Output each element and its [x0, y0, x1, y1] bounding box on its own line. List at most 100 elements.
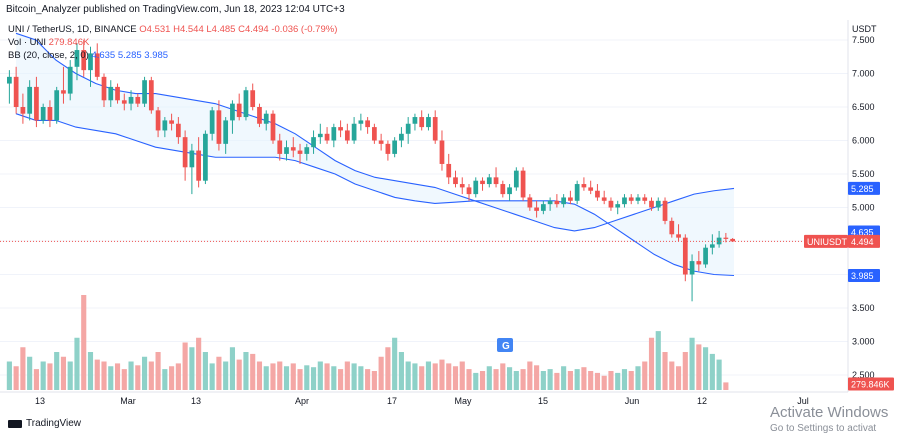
candle[interactable]	[554, 194, 560, 208]
candle[interactable]	[581, 177, 587, 191]
candle[interactable]	[40, 103, 46, 124]
candle[interactable]	[466, 184, 472, 201]
candle[interactable]	[101, 73, 107, 108]
candle[interactable]	[169, 113, 174, 131]
candle[interactable]	[223, 117, 229, 154]
candle[interactable]	[54, 86, 60, 124]
candle[interactable]	[399, 127, 404, 148]
candle[interactable]	[439, 130, 445, 171]
candle[interactable]	[324, 127, 330, 144]
candle[interactable]	[500, 180, 506, 198]
candle[interactable]	[696, 251, 702, 272]
candle[interactable]	[608, 197, 614, 211]
candle[interactable]	[162, 117, 168, 138]
candle[interactable]	[142, 76, 147, 107]
candle[interactable]	[520, 167, 526, 201]
candle[interactable]	[47, 100, 53, 128]
candle[interactable]	[642, 194, 648, 205]
candle[interactable]	[635, 194, 641, 205]
candle[interactable]	[372, 123, 377, 144]
candle[interactable]	[81, 40, 87, 77]
candle[interactable]	[568, 190, 573, 205]
candle[interactable]	[297, 143, 303, 164]
candle[interactable]	[426, 113, 431, 131]
candle[interactable]	[540, 200, 546, 215]
candle[interactable]	[534, 200, 539, 218]
candle[interactable]	[344, 123, 350, 144]
candle[interactable]	[358, 113, 364, 131]
candle[interactable]	[561, 194, 567, 208]
candle[interactable]	[74, 43, 80, 81]
candle[interactable]	[669, 217, 675, 238]
candle[interactable]	[277, 133, 283, 161]
candle[interactable]	[108, 80, 114, 107]
candle[interactable]	[196, 137, 202, 188]
candle[interactable]	[175, 117, 181, 144]
tradingview-logo[interactable]: TradingView	[8, 418, 81, 429]
candle[interactable]	[513, 167, 519, 191]
candle[interactable]	[270, 110, 276, 144]
candle[interactable]	[88, 46, 93, 87]
candle[interactable]	[317, 123, 323, 144]
candle[interactable]	[412, 113, 418, 131]
candle[interactable]	[236, 93, 242, 121]
candle[interactable]	[622, 194, 627, 208]
candle[interactable]	[20, 93, 26, 124]
candle[interactable]	[378, 133, 384, 151]
candle[interactable]	[601, 190, 607, 205]
candle[interactable]	[453, 170, 458, 188]
candle[interactable]	[473, 177, 479, 198]
candle[interactable]	[284, 140, 289, 161]
candle[interactable]	[148, 76, 154, 114]
candle[interactable]	[676, 224, 681, 241]
candle[interactable]	[385, 140, 391, 161]
candle[interactable]	[703, 244, 708, 268]
candle[interactable]	[716, 230, 722, 248]
candle[interactable]	[649, 197, 654, 211]
volume-legend[interactable]: Vol · UNI 279.846K	[8, 37, 89, 48]
candle[interactable]	[446, 153, 452, 185]
candle[interactable]	[121, 93, 127, 111]
candle[interactable]	[365, 117, 370, 134]
candle[interactable]	[182, 130, 188, 181]
candle[interactable]	[459, 177, 465, 195]
candle[interactable]	[27, 80, 33, 121]
candle[interactable]	[94, 43, 100, 81]
symbol-legend[interactable]: UNI / TetherUS, 1D, BINANCE O4.531 H4.54…	[8, 24, 337, 35]
candle[interactable]	[243, 86, 249, 121]
candle[interactable]	[419, 110, 425, 131]
candle[interactable]	[689, 254, 695, 302]
bb-legend[interactable]: BB (20, close, 2, 0) 4.635 5.285 3.985	[8, 50, 168, 61]
candle[interactable]	[257, 103, 262, 128]
candle[interactable]	[574, 180, 580, 205]
candle[interactable]	[67, 60, 73, 101]
candle[interactable]	[203, 130, 208, 185]
candle[interactable]	[405, 117, 411, 144]
candle[interactable]	[338, 120, 343, 138]
candle[interactable]	[13, 66, 19, 114]
candle[interactable]	[655, 197, 661, 211]
candle[interactable]	[331, 123, 337, 148]
candle[interactable]	[128, 90, 134, 111]
candle[interactable]	[588, 180, 594, 195]
candle[interactable]	[493, 167, 499, 188]
candle[interactable]	[155, 107, 161, 138]
candle[interactable]	[263, 110, 269, 131]
candle[interactable]	[290, 137, 296, 158]
candle[interactable]	[189, 143, 195, 195]
translate-icon[interactable]: G	[497, 338, 513, 352]
candle[interactable]	[547, 197, 553, 211]
candle[interactable]	[230, 100, 235, 134]
candle[interactable]	[480, 177, 485, 191]
candle[interactable]	[486, 174, 492, 188]
candle[interactable]	[392, 137, 398, 158]
candle[interactable]	[595, 184, 600, 201]
candle[interactable]	[209, 107, 215, 141]
candle[interactable]	[34, 76, 39, 128]
candle[interactable]	[507, 184, 512, 201]
candle[interactable]	[61, 66, 66, 104]
candle[interactable]	[250, 83, 256, 111]
candle[interactable]	[709, 234, 715, 255]
candle[interactable]	[115, 83, 120, 104]
candle[interactable]	[662, 197, 668, 225]
